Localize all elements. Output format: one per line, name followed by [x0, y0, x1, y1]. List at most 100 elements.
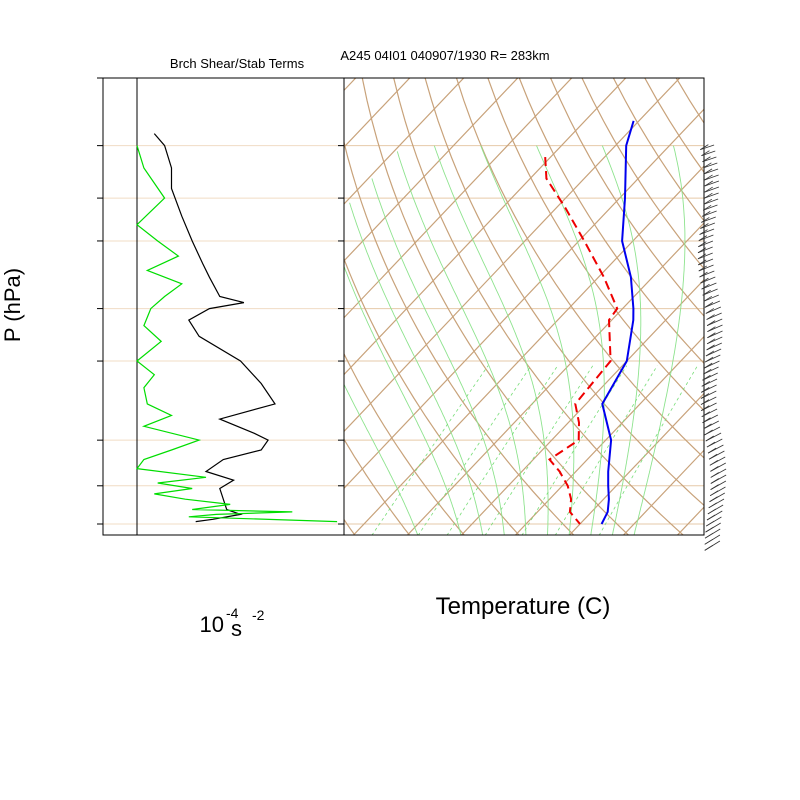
mixing-ratio-line [371, 365, 489, 535]
isotherm-line [344, 78, 411, 149]
left-isobars [103, 77, 344, 525]
isotherm-line [344, 78, 519, 262]
wind-barb-staff [697, 252, 713, 260]
units-s: s [231, 616, 242, 641]
dry-adiabat-line [361, 78, 630, 535]
wind-barb-flag [700, 393, 710, 399]
wind-barb-staff [698, 240, 714, 248]
wind-barb-flag [703, 168, 713, 175]
moist-adiabat-line [396, 151, 527, 535]
left-panel-title: Brch Shear/Stab Terms [170, 56, 305, 71]
dry-adiabat-line [140, 78, 245, 536]
skewt-mixing-ratio-lines [371, 365, 698, 535]
units-base: 10 [200, 612, 224, 637]
wind-barb-flag [704, 362, 713, 369]
wind-barb-flag [704, 192, 713, 199]
wind-barb-staff [702, 288, 718, 296]
skewt-moist-adiabats [344, 145, 686, 535]
wind-barb-staff [701, 282, 717, 290]
wind-barb-flag [704, 180, 713, 187]
dry-adiabat-line [550, 78, 704, 317]
wind-barb-flag [704, 356, 714, 363]
moist-adiabat-line [349, 202, 484, 535]
wind-barb-staff [698, 264, 714, 272]
wind-barbs [697, 144, 727, 551]
wind-barb-flag [710, 466, 719, 472]
wind-barb-flag [706, 344, 715, 351]
isotherm-line [676, 506, 704, 535]
wind-barb-flag [701, 411, 710, 418]
wind-barb-flag [697, 253, 707, 260]
wind-barb-flag [704, 429, 713, 436]
wind-barb-staff [703, 198, 719, 205]
wind-barb-staff [698, 258, 714, 266]
moist-adiabat-line [633, 145, 686, 535]
wind-barb-staff [703, 294, 719, 302]
wind-barb-flag [710, 472, 719, 478]
stability-term-line [135, 145, 338, 523]
skewt-plot-frame [343, 77, 705, 536]
moist-adiabat-line [344, 265, 462, 535]
dry-adiabat-line [344, 438, 411, 535]
shear-term-line [153, 133, 276, 523]
wind-barb-flag [697, 247, 707, 254]
mixing-ratio-line [521, 365, 628, 535]
wind-barb-flag [710, 484, 719, 490]
wind-barb-flag [702, 211, 711, 217]
wind-barb-staff [700, 276, 716, 284]
wind-barb-flag [700, 399, 710, 405]
wind-barb-flag [699, 271, 708, 278]
wind-barb-staff [704, 186, 720, 193]
wind-barb-flag [706, 314, 715, 320]
wind-barb-staff [705, 306, 722, 314]
left-y-axis-label: P (hPa) [0, 268, 25, 342]
wind-barb-flag [702, 204, 712, 211]
wind-barb-flag [702, 417, 711, 424]
isotherm-line [514, 335, 704, 535]
dry-adiabat-line [518, 78, 704, 365]
wind-barb-flag [710, 478, 720, 484]
wind-barb-staff [704, 174, 719, 181]
wind-barb-flag [706, 514, 716, 521]
skewt-isotherms [0, 62, 800, 536]
wind-barb-flag [698, 259, 707, 266]
wind-barb-flag [701, 217, 710, 223]
wind-barb-flag [703, 162, 712, 169]
isotherm-line [352, 165, 704, 535]
wind-barb-flag [705, 520, 715, 527]
wind-barb-flag [701, 405, 710, 411]
isotherm-line [460, 278, 704, 535]
wind-barb-flag [703, 368, 712, 375]
isotherm-line [731, 62, 800, 536]
mixing-ratio-line [484, 365, 594, 535]
wind-barb-flag [704, 538, 713, 545]
isotherm-line [622, 449, 704, 535]
skewt-pressure-ticks [338, 77, 344, 525]
dry-adiabat-line [487, 78, 704, 412]
wind-barb-flag [699, 229, 708, 235]
wind-barb-staff [704, 300, 721, 308]
dry-adiabat-line [455, 78, 704, 459]
wind-barb-flag [704, 186, 713, 193]
left-pressure-ticks [97, 77, 103, 525]
wind-barb-staff [701, 216, 716, 223]
isotherm-line [0, 62, 263, 536]
wind-barb-flag [702, 156, 711, 163]
wind-barb-flag [706, 338, 716, 345]
moist-adiabat-line [433, 145, 549, 535]
wind-barb-flag [701, 150, 710, 157]
wind-barb-flag [703, 423, 712, 430]
isotherm-line [568, 392, 704, 535]
mixing-ratio-line [446, 365, 558, 535]
wind-barb-flag [698, 235, 708, 241]
skewt-x-axis-label: Temperature (C) [436, 593, 611, 620]
dry-adiabat-line [344, 140, 575, 535]
dry-adiabat-line [344, 257, 520, 535]
isotherm-line [0, 62, 317, 536]
wind-barb-staff [702, 204, 718, 211]
temperature-line [600, 120, 635, 525]
wind-barb-staff [703, 168, 719, 175]
wind-barb-staff [698, 234, 714, 241]
moist-adiabat-line [371, 178, 505, 535]
